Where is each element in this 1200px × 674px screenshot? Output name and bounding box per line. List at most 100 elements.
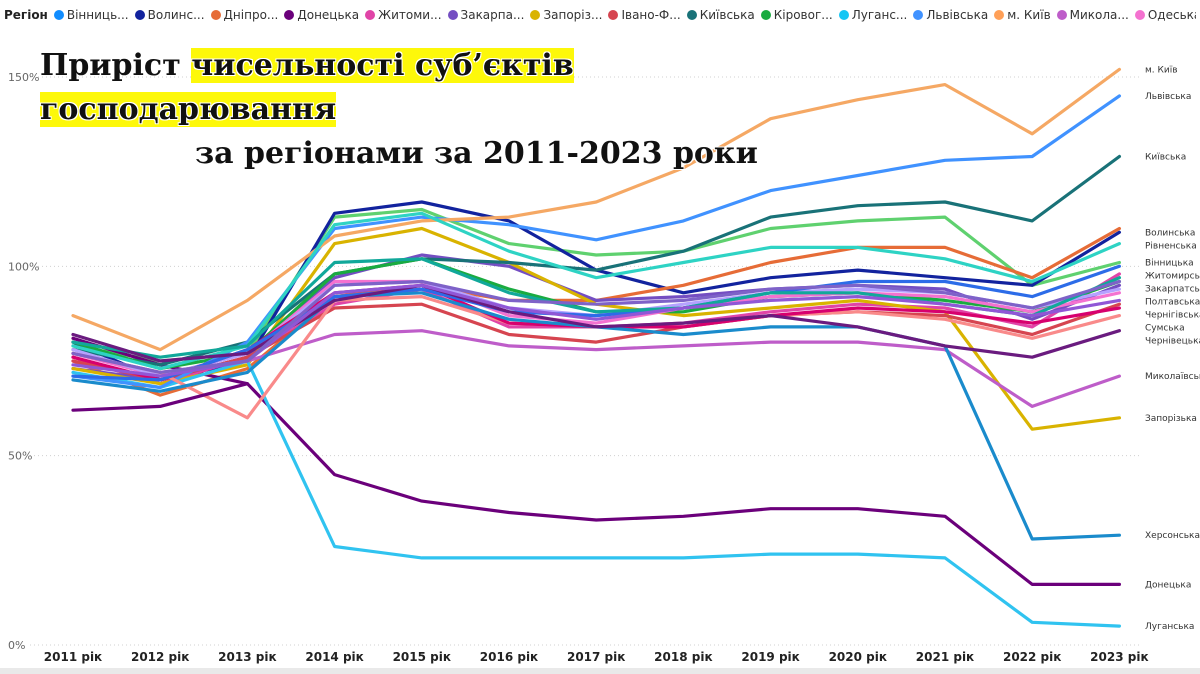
legend-dot-icon bbox=[994, 10, 1005, 20]
x-tick-label: 2013 рік bbox=[218, 650, 276, 664]
x-tick-label: 2022 рік bbox=[1003, 650, 1061, 664]
legend-item[interactable]: Житоми... bbox=[365, 8, 442, 22]
legend-items: Вінниць... Волинс... Дніпро... Донецька Жито… bbox=[53, 8, 1196, 22]
series-line[interactable] bbox=[71, 94, 1121, 390]
legend-dot-icon bbox=[447, 10, 458, 20]
x-axis-labels: 2011 рік 2012 рік 2013 рік 2014 рік 2015 рік… bbox=[44, 650, 1149, 664]
legend-dot-icon bbox=[608, 10, 619, 20]
legend-item[interactable]: Івано-Ф... bbox=[608, 8, 681, 22]
series-end-label: Сумська bbox=[1145, 324, 1185, 334]
series-end-label: Чернівецька bbox=[1145, 337, 1200, 347]
series-end-label: Миколаївська bbox=[1145, 372, 1200, 382]
legend-label: Запоріз... bbox=[543, 8, 603, 22]
chart-legend: Регіон Вінниць... Волинс... Дніпро... Донец… bbox=[4, 4, 1196, 26]
legend-item[interactable]: Вінниць... bbox=[53, 8, 129, 22]
legend-dot-icon bbox=[1134, 10, 1145, 20]
scrollbar-strip bbox=[0, 668, 1200, 674]
legend-item[interactable]: Львівська bbox=[913, 8, 988, 22]
legend-dot-icon bbox=[134, 10, 145, 20]
legend-item[interactable]: Кіровог... bbox=[760, 8, 833, 22]
series-line[interactable] bbox=[71, 279, 1121, 374]
series-end-label: Вінницька bbox=[1145, 259, 1194, 269]
x-tick-label: 2023 рік bbox=[1090, 650, 1148, 664]
legend-item[interactable]: Донецька bbox=[284, 8, 359, 22]
series-end-label: Волинська bbox=[1145, 228, 1195, 238]
series-line[interactable] bbox=[71, 264, 1121, 382]
legend-label: Кіровог... bbox=[773, 8, 833, 22]
series-line[interactable] bbox=[71, 283, 1121, 363]
legend-dot-icon bbox=[530, 10, 541, 20]
series-end-label: Чернігівська bbox=[1145, 311, 1200, 321]
series-line[interactable] bbox=[71, 200, 1121, 382]
legend-item[interactable]: м. Київ bbox=[994, 8, 1051, 22]
x-tick-label: 2019 рік bbox=[741, 650, 799, 664]
chart-title-line-2: за регіонами за 2011-2023 роки bbox=[195, 136, 758, 171]
x-tick-label: 2012 рік bbox=[131, 650, 189, 664]
legend-label: Микола... bbox=[1069, 8, 1129, 22]
legend-label: Львівська bbox=[926, 8, 989, 22]
y-axis-labels: 0% 50% 100% 150% bbox=[8, 71, 39, 652]
y-tick-label: 100% bbox=[8, 260, 39, 273]
legend-label: Волинс... bbox=[147, 8, 205, 22]
legend-item[interactable]: Київська bbox=[686, 8, 755, 22]
legend-dot-icon bbox=[1056, 10, 1067, 20]
y-tick-label: 0% bbox=[8, 639, 25, 652]
series-end-label: Херсонська bbox=[1145, 531, 1200, 541]
series-line[interactable] bbox=[71, 302, 1121, 382]
x-tick-label: 2020 рік bbox=[829, 650, 887, 664]
legend-title: Регіон bbox=[4, 8, 48, 22]
legend-item[interactable]: Волинс... bbox=[134, 8, 205, 22]
legend-item[interactable]: Дніпро... bbox=[210, 8, 279, 22]
series-line[interactable] bbox=[71, 67, 1121, 352]
legend-item[interactable]: Одеська bbox=[1134, 8, 1196, 22]
legend-label: м. Київ bbox=[1007, 8, 1051, 22]
series-line[interactable] bbox=[71, 226, 1121, 431]
series-end-label: Полтавська bbox=[1145, 298, 1200, 308]
legend-dot-icon bbox=[210, 10, 221, 20]
legend-label: Донецька bbox=[297, 8, 360, 22]
series-line[interactable] bbox=[71, 359, 1121, 628]
y-tick-label: 50% bbox=[8, 450, 32, 463]
legend-label: Одеська bbox=[1147, 8, 1196, 22]
series-end-label: Запорізька bbox=[1145, 414, 1197, 424]
series-lines bbox=[71, 67, 1121, 628]
legend-item[interactable]: Микола... bbox=[1056, 8, 1129, 22]
legend-label: Івано-Ф... bbox=[621, 8, 681, 22]
series-end-label: Донецька bbox=[1145, 580, 1191, 590]
series-end-labels: м. Київ Львівська Київська Волинська Рівненс… bbox=[1145, 65, 1200, 632]
legend-dot-icon bbox=[686, 10, 697, 20]
legend-dot-icon bbox=[365, 10, 376, 20]
y-tick-label: 150% bbox=[8, 71, 39, 84]
chart-title-part-1: Приріст bbox=[40, 48, 192, 83]
series-end-label: Луганська bbox=[1145, 622, 1194, 632]
legend-dot-icon bbox=[53, 10, 64, 20]
legend-dot-icon bbox=[913, 10, 924, 20]
legend-dot-icon bbox=[284, 10, 295, 20]
legend-label: Закарпа... bbox=[460, 8, 525, 22]
series-end-label: м. Київ bbox=[1145, 65, 1178, 75]
series-end-label: Львівська bbox=[1145, 92, 1191, 102]
legend-label: Київська bbox=[699, 8, 755, 22]
x-tick-label: 2021 рік bbox=[916, 650, 974, 664]
x-tick-label: 2017 рік bbox=[567, 650, 625, 664]
chart-title: Приріст чисельності суб’єктів господарюв… bbox=[40, 44, 870, 176]
series-end-label: Житомирська bbox=[1145, 272, 1200, 282]
series-end-label: Київська bbox=[1145, 153, 1186, 163]
legend-label: Дніпро... bbox=[223, 8, 279, 22]
x-tick-label: 2016 рік bbox=[480, 650, 538, 664]
series-line[interactable] bbox=[71, 291, 1121, 541]
series-end-label: Рівненська bbox=[1145, 241, 1197, 251]
legend-dot-icon bbox=[760, 10, 771, 20]
legend-item[interactable]: Луганс... bbox=[838, 8, 908, 22]
x-tick-label: 2018 рік bbox=[654, 650, 712, 664]
legend-label: Луганс... bbox=[851, 8, 908, 22]
legend-dot-icon bbox=[838, 10, 849, 20]
x-tick-label: 2015 рік bbox=[393, 650, 451, 664]
legend-item[interactable]: Закарпа... bbox=[447, 8, 525, 22]
x-tick-label: 2014 рік bbox=[305, 650, 363, 664]
legend-label: Вінниць... bbox=[66, 8, 129, 22]
legend-item[interactable]: Запоріз... bbox=[530, 8, 602, 22]
series-line[interactable] bbox=[71, 382, 249, 412]
legend-label: Житоми... bbox=[378, 8, 442, 22]
